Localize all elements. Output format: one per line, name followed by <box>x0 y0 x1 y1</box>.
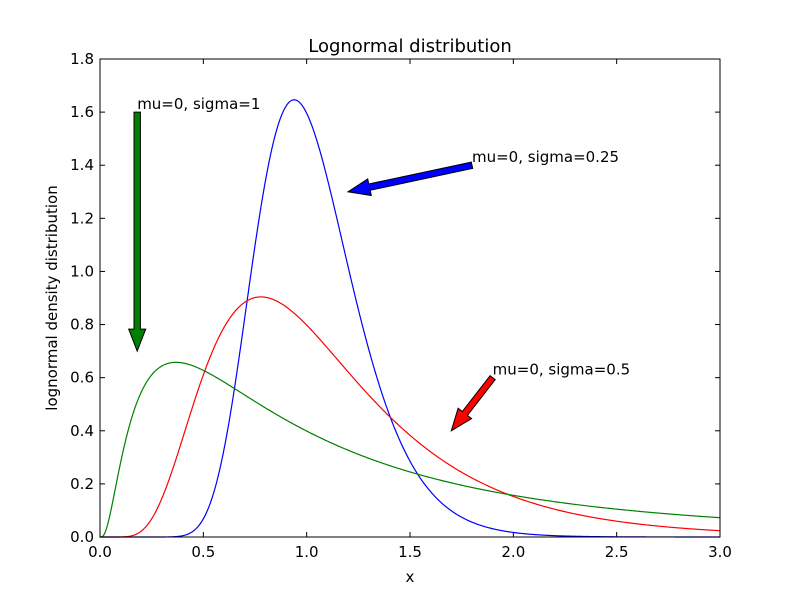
annotation-label-mu-0-sigma-0-5: mu=0, sigma=0.5 <box>493 361 630 379</box>
plot-area <box>100 59 720 537</box>
annotation-arrow-mu-0-sigma-0-25 <box>346 161 474 197</box>
x-tick-label: 1.0 <box>295 543 319 561</box>
y-tick-label: 0.6 <box>70 369 94 387</box>
y-tick-label: 1.6 <box>70 103 94 121</box>
y-tick-label: 1.8 <box>70 50 94 68</box>
annotation-label-mu-0-sigma-0-25: mu=0, sigma=0.25 <box>472 148 619 166</box>
x-tick-label: 0.0 <box>88 543 112 561</box>
x-tick-label: 1.5 <box>398 543 422 561</box>
y-axis-label: lognormal density distribution <box>43 185 61 410</box>
y-tick-label: 1.0 <box>70 262 94 280</box>
plot-background <box>100 59 720 537</box>
y-tick-label: 0.2 <box>70 475 94 493</box>
series-line-mu-0-sigma-0-5 <box>100 296 721 538</box>
x-tick-label: 3.0 <box>708 543 732 561</box>
y-tick-label: 0.4 <box>70 422 94 440</box>
y-tick-label: 1.4 <box>70 156 94 174</box>
x-tick-label: 2.5 <box>605 543 629 561</box>
y-tick-label: 0.8 <box>70 316 94 334</box>
chart-title: Lognormal distribution <box>308 36 512 57</box>
y-tick-label: 1.2 <box>70 209 94 227</box>
annotations: mu=0, sigma=1 mu=0, sigma=0.25 mu=0, sigma… <box>127 95 630 432</box>
y-tick-label: 0.0 <box>70 528 94 546</box>
x-axis-label: x <box>406 568 415 586</box>
series-line-mu-0-sigma-1 <box>99 361 721 538</box>
ticks: 0.0 0.5 1.0 1.5 2.0 2.5 3.0 0.0 0.2 0.4 0.6 0.8 1.0 1… <box>70 50 732 561</box>
annotation-arrow-mu-0-sigma-1 <box>127 111 147 353</box>
x-tick-label: 0.5 <box>191 543 215 561</box>
x-tick-label: 2.0 <box>501 543 525 561</box>
annotation-arrow-mu-0-sigma-0-5 <box>450 375 496 432</box>
annotation-label-mu-0-sigma-1: mu=0, sigma=1 <box>137 95 260 113</box>
